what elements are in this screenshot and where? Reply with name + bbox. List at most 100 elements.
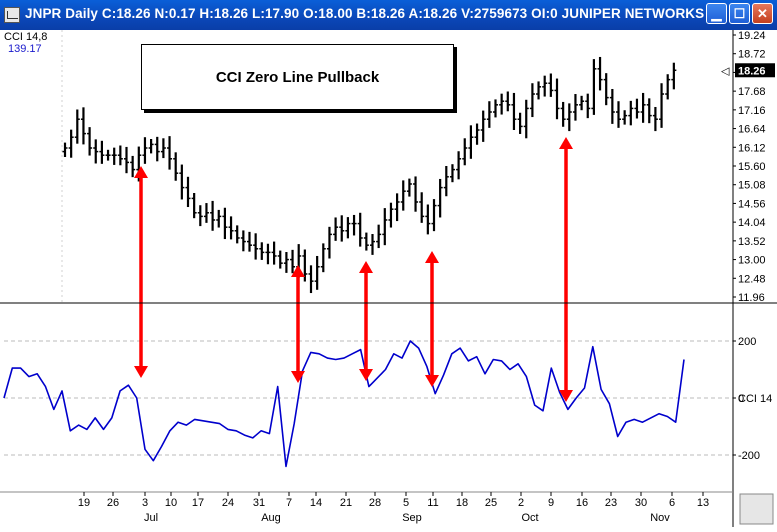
price-tick-label: 15.60 bbox=[738, 161, 766, 173]
time-tick-label: 5 bbox=[403, 497, 409, 509]
price-bar bbox=[480, 110, 486, 142]
price-bar bbox=[554, 78, 560, 120]
price-bar bbox=[148, 139, 154, 154]
price-tick-label: 16.12 bbox=[738, 142, 766, 154]
time-tick-label: 23 bbox=[605, 497, 617, 509]
price-bar bbox=[111, 147, 117, 165]
maximize-icon: ☐ bbox=[733, 6, 746, 21]
price-bar bbox=[622, 110, 628, 125]
close-button[interactable]: ✕ bbox=[752, 3, 773, 24]
price-bar bbox=[363, 232, 369, 251]
price-bar bbox=[80, 107, 86, 145]
time-tick-label: 31 bbox=[253, 497, 265, 509]
price-bar bbox=[603, 73, 609, 106]
price-bar bbox=[443, 166, 449, 197]
pullback-arrow-head-up bbox=[559, 137, 573, 149]
price-bar bbox=[640, 92, 646, 123]
price-bar bbox=[499, 93, 505, 115]
price-bar bbox=[87, 127, 93, 156]
price-bar bbox=[197, 205, 203, 227]
price-bar bbox=[591, 59, 597, 115]
chart-app-icon[interactable] bbox=[4, 7, 20, 23]
time-tick-label: 17 bbox=[192, 497, 204, 509]
price-bar bbox=[228, 216, 234, 240]
price-bar bbox=[271, 241, 277, 265]
price-tick-label: 12.48 bbox=[738, 273, 766, 285]
price-bar bbox=[179, 164, 185, 200]
price-tick-label: 11.96 bbox=[738, 292, 765, 304]
price-panel bbox=[62, 56, 677, 294]
price-bar bbox=[247, 231, 252, 252]
price-bar bbox=[579, 95, 585, 111]
price-tick-label: 14.56 bbox=[738, 198, 766, 210]
price-bar bbox=[210, 200, 216, 231]
time-tick-label: 6 bbox=[669, 497, 675, 509]
price-bar bbox=[456, 151, 462, 180]
pullback-arrow-head-down bbox=[291, 371, 305, 383]
cci-panel bbox=[3, 340, 733, 468]
price-bar bbox=[105, 149, 111, 161]
cci-tick-label: 0 bbox=[738, 393, 744, 405]
minimize-button[interactable]: ▁ bbox=[706, 3, 727, 24]
price-bar bbox=[339, 215, 345, 242]
price-tick-label: 17.16 bbox=[738, 105, 766, 117]
price-bar bbox=[62, 142, 68, 158]
time-tick-label: 10 bbox=[165, 497, 177, 509]
time-tick-label: 13 bbox=[697, 497, 709, 509]
price-bar bbox=[505, 91, 511, 112]
price-bar bbox=[203, 203, 209, 223]
month-label: Nov bbox=[650, 512, 670, 524]
price-bar bbox=[449, 164, 455, 183]
time-tick-label: 9 bbox=[548, 497, 554, 509]
price-bar bbox=[646, 98, 652, 124]
price-bar bbox=[634, 98, 640, 119]
price-bar bbox=[357, 212, 363, 247]
price-bar bbox=[511, 92, 517, 131]
price-bar bbox=[406, 178, 412, 197]
window-title: JNPR Daily C:18.26 N:0.17 H:18.26 L:17.9… bbox=[25, 6, 705, 21]
price-bar bbox=[320, 243, 326, 273]
time-tick-label: 30 bbox=[635, 497, 647, 509]
last-price-marker: ◁ bbox=[721, 65, 730, 77]
month-label: Jul bbox=[144, 512, 158, 524]
price-bar bbox=[493, 99, 498, 118]
indicator-name: CCI 14,8 bbox=[4, 31, 48, 43]
price-tick-label: 19.24 bbox=[738, 30, 766, 42]
pullback-arrow-head-up bbox=[425, 251, 439, 263]
time-tick-label: 24 bbox=[222, 497, 234, 509]
price-bar bbox=[486, 101, 492, 128]
price-bar bbox=[253, 233, 259, 260]
price-bar bbox=[659, 83, 665, 128]
last-price-label: 18.26 bbox=[738, 65, 766, 77]
time-tick-label: 7 bbox=[286, 497, 292, 509]
price-bar bbox=[117, 145, 123, 166]
cci-axis-label: CCI 14 bbox=[738, 393, 772, 405]
price-bar bbox=[652, 106, 658, 132]
cci-tick-label: 200 bbox=[738, 336, 756, 348]
maximize-button[interactable]: ☐ bbox=[729, 3, 750, 24]
price-bar bbox=[314, 255, 320, 290]
price-bar bbox=[536, 81, 542, 100]
price-tick-label: 13.00 bbox=[738, 255, 766, 267]
price-bar bbox=[413, 176, 419, 212]
price-tick-label: 18.72 bbox=[738, 49, 766, 61]
title-bar[interactable]: JNPR Daily C:18.26 N:0.17 H:18.26 L:17.9… bbox=[0, 0, 777, 31]
price-bar bbox=[99, 140, 105, 164]
price-bar bbox=[370, 234, 375, 255]
price-bar bbox=[609, 88, 615, 124]
price-bar bbox=[68, 129, 74, 158]
price-bar bbox=[572, 94, 578, 121]
pullback-arrow-head-down bbox=[559, 390, 573, 402]
price-bar bbox=[345, 217, 351, 239]
price-bar bbox=[124, 146, 129, 174]
price-bar bbox=[419, 192, 425, 223]
time-tick-label: 11 bbox=[427, 497, 438, 509]
price-bar bbox=[93, 139, 99, 164]
time-tick-label: 21 bbox=[340, 497, 352, 509]
price-bar bbox=[394, 193, 400, 222]
price-tick-label: 17.68 bbox=[738, 86, 766, 98]
last-price-box bbox=[735, 63, 775, 78]
time-tick-label: 14 bbox=[310, 497, 322, 509]
price-bar bbox=[160, 138, 166, 159]
